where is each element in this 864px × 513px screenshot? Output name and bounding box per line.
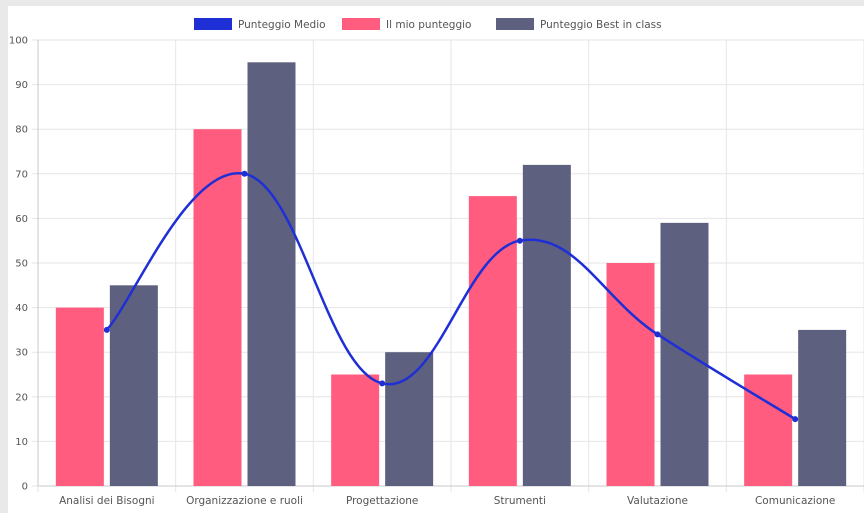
bar-best-in-class bbox=[522, 164, 571, 486]
combo-bar-line-chart: 0 10 20 30 40 50 60 70 80 90 100 Analisi dei Bisogn… bbox=[9, 18, 864, 507]
bar-best-in-class bbox=[247, 62, 296, 487]
y-tick-label: 80 bbox=[15, 125, 28, 136]
average-score-point bbox=[516, 237, 523, 244]
bar-my-score bbox=[55, 307, 104, 486]
average-score-point bbox=[103, 326, 110, 333]
bar-best-in-class bbox=[798, 329, 847, 486]
legend-label: Punteggio Medio bbox=[238, 19, 326, 31]
bar-best-in-class bbox=[660, 222, 709, 487]
legend-label: Punteggio Best in class bbox=[540, 19, 662, 31]
bar-my-score bbox=[331, 374, 380, 486]
x-category-label: Progettazione bbox=[346, 495, 418, 507]
y-tick-label: 40 bbox=[15, 303, 28, 314]
y-tick-label: 30 bbox=[15, 348, 28, 359]
x-category-label: Strumenti bbox=[494, 495, 546, 507]
bar-best-in-class bbox=[109, 285, 158, 486]
x-category-label: Organizzazione e ruoli bbox=[186, 495, 303, 507]
legend-swatch bbox=[496, 18, 534, 30]
y-tick-label: 60 bbox=[15, 214, 28, 225]
bar-my-score bbox=[193, 129, 242, 486]
y-tick-label: 70 bbox=[15, 169, 28, 180]
y-tick-label: 10 bbox=[15, 437, 28, 448]
y-tick-label: 90 bbox=[15, 80, 28, 91]
average-score-point bbox=[379, 380, 386, 387]
legend-swatch bbox=[342, 18, 380, 30]
bar-my-score bbox=[606, 263, 655, 486]
x-category-label: Analisi dei Bisogni bbox=[59, 495, 154, 507]
bar-best-in-class bbox=[385, 352, 434, 486]
y-tick-label: 0 bbox=[22, 482, 28, 493]
bar-my-score bbox=[468, 196, 517, 486]
legend-swatch bbox=[194, 18, 232, 30]
x-category-label: Comunicazione bbox=[755, 495, 835, 507]
y-tick-label: 50 bbox=[15, 259, 28, 270]
average-score-point bbox=[241, 170, 248, 177]
legend-label: Il mio punteggio bbox=[386, 19, 471, 31]
x-category-label: Valutazione bbox=[627, 495, 688, 507]
average-score-point bbox=[654, 331, 661, 338]
average-score-point bbox=[792, 416, 799, 423]
y-tick-label: 20 bbox=[15, 392, 28, 403]
y-tick-label: 100 bbox=[9, 36, 28, 47]
